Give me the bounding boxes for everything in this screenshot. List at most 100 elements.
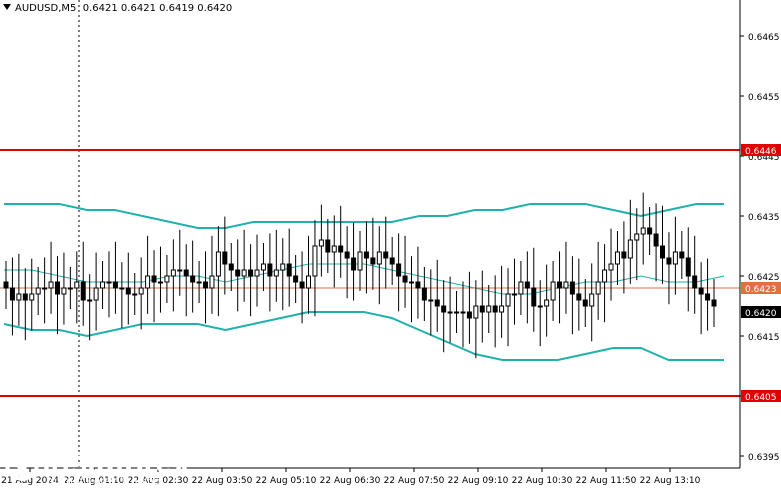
candle-body	[466, 311, 472, 319]
candle-body	[653, 233, 659, 247]
candle-body	[306, 275, 312, 289]
candle-body	[428, 299, 434, 302]
candle-body	[61, 287, 67, 295]
candle-body	[582, 299, 588, 307]
price-level-label: 0.6405	[745, 393, 777, 403]
candle-body	[595, 281, 601, 295]
candle-body	[74, 281, 80, 289]
candle-body	[492, 305, 498, 313]
candle-body	[299, 281, 305, 289]
candle-body	[177, 269, 183, 272]
candle-body	[42, 287, 48, 290]
candle-body	[685, 257, 691, 277]
price-levels	[0, 149, 740, 397]
bollinger-bands	[3, 203, 725, 361]
logo-name: instaforex	[42, 444, 190, 480]
candle-body	[563, 281, 569, 289]
candle-body	[222, 251, 228, 265]
price-level-label: 0.6446	[745, 147, 777, 157]
reference-price-label: 0.6423	[745, 285, 777, 295]
candle-body	[9, 287, 15, 301]
candle-body	[698, 287, 704, 295]
candle-body	[524, 281, 530, 289]
candle-body	[441, 305, 447, 313]
x-tick-label: 22 Aug 07:50	[384, 476, 445, 486]
y-tick-label: 0.6415	[748, 333, 780, 343]
price-level-tag	[741, 144, 781, 156]
y-tick-label: 0.6395	[748, 453, 780, 463]
candle-body	[286, 263, 292, 277]
symbol-label: AUDUSD,M5	[15, 3, 77, 14]
candle-body	[614, 251, 620, 265]
price-level-tag	[741, 390, 781, 402]
candle-body	[511, 293, 517, 296]
collapse-triangle-icon[interactable]	[3, 4, 11, 10]
candle-body	[190, 275, 196, 283]
x-tick-label: 22 Aug 11:50	[576, 476, 637, 486]
candle-body	[235, 269, 241, 277]
candle-body	[672, 251, 678, 265]
candle-body	[621, 251, 627, 259]
candle-body	[408, 281, 414, 284]
x-tick-label: 22 Aug 09:10	[448, 476, 509, 486]
candle-body	[608, 263, 614, 271]
candle-body	[318, 239, 324, 247]
candle-body	[248, 269, 254, 277]
candle-body	[35, 287, 41, 295]
candle-body	[434, 299, 440, 307]
ohlc-values: 0.6421 0.6421 0.6419 0.6420	[82, 3, 233, 14]
chart-header: AUDUSD,M5 0.6421 0.6421 0.6419 0.6420	[3, 3, 232, 14]
bollinger-middle-line	[4, 263, 725, 295]
candle-body	[383, 251, 389, 259]
candle-body	[518, 281, 524, 295]
candle-body	[312, 245, 318, 277]
candle-body	[569, 281, 575, 295]
candle-body	[363, 251, 369, 259]
logo-swirl-icon	[5, 447, 39, 481]
candle-body	[544, 299, 550, 307]
candle-body	[331, 245, 337, 253]
candle-body	[486, 305, 492, 313]
bollinger-lower-line	[3, 311, 724, 361]
current-price-label: 0.6420	[745, 309, 777, 319]
y-tick-label: 0.6465	[748, 33, 780, 43]
candle-body	[132, 293, 138, 296]
candle-body	[634, 233, 640, 241]
candlesticks	[3, 192, 717, 359]
candle-body	[241, 269, 247, 277]
candle-body	[67, 287, 73, 290]
y-tick-label: 0.6445	[748, 153, 780, 163]
candle-body	[170, 269, 176, 277]
x-tick-label: 22 Aug 05:10	[256, 476, 317, 486]
x-tick-label: 22 Aug 10:30	[512, 476, 573, 486]
candle-body	[537, 305, 543, 308]
candle-body	[460, 311, 466, 314]
candle-body	[183, 269, 189, 277]
candle-body	[87, 299, 93, 302]
candle-body	[54, 281, 60, 295]
x-tick-label: 22 Aug 01:10	[64, 476, 125, 486]
candle-body	[3, 281, 9, 289]
candle-body	[602, 269, 608, 283]
candle-body	[280, 263, 286, 271]
candle-body	[473, 305, 479, 319]
candle-body	[357, 251, 363, 271]
candle-body	[576, 293, 582, 301]
candle-body	[370, 257, 376, 265]
y-tick-label: 0.6435	[748, 213, 780, 223]
candle-body	[112, 281, 118, 289]
candle-body	[203, 281, 209, 289]
current-price-tag	[741, 306, 781, 318]
candle-body	[273, 269, 279, 277]
candle-body	[100, 281, 106, 289]
candle-body	[29, 293, 35, 301]
candle-body	[151, 275, 157, 283]
candle-body	[145, 275, 151, 289]
candle-body	[679, 251, 685, 259]
x-tick-label: 22 Aug 06:30	[320, 476, 381, 486]
candle-body	[293, 275, 299, 283]
candle-body	[550, 281, 556, 301]
candle-body	[447, 311, 453, 314]
candle-body	[164, 275, 170, 283]
candle-body	[499, 305, 505, 313]
